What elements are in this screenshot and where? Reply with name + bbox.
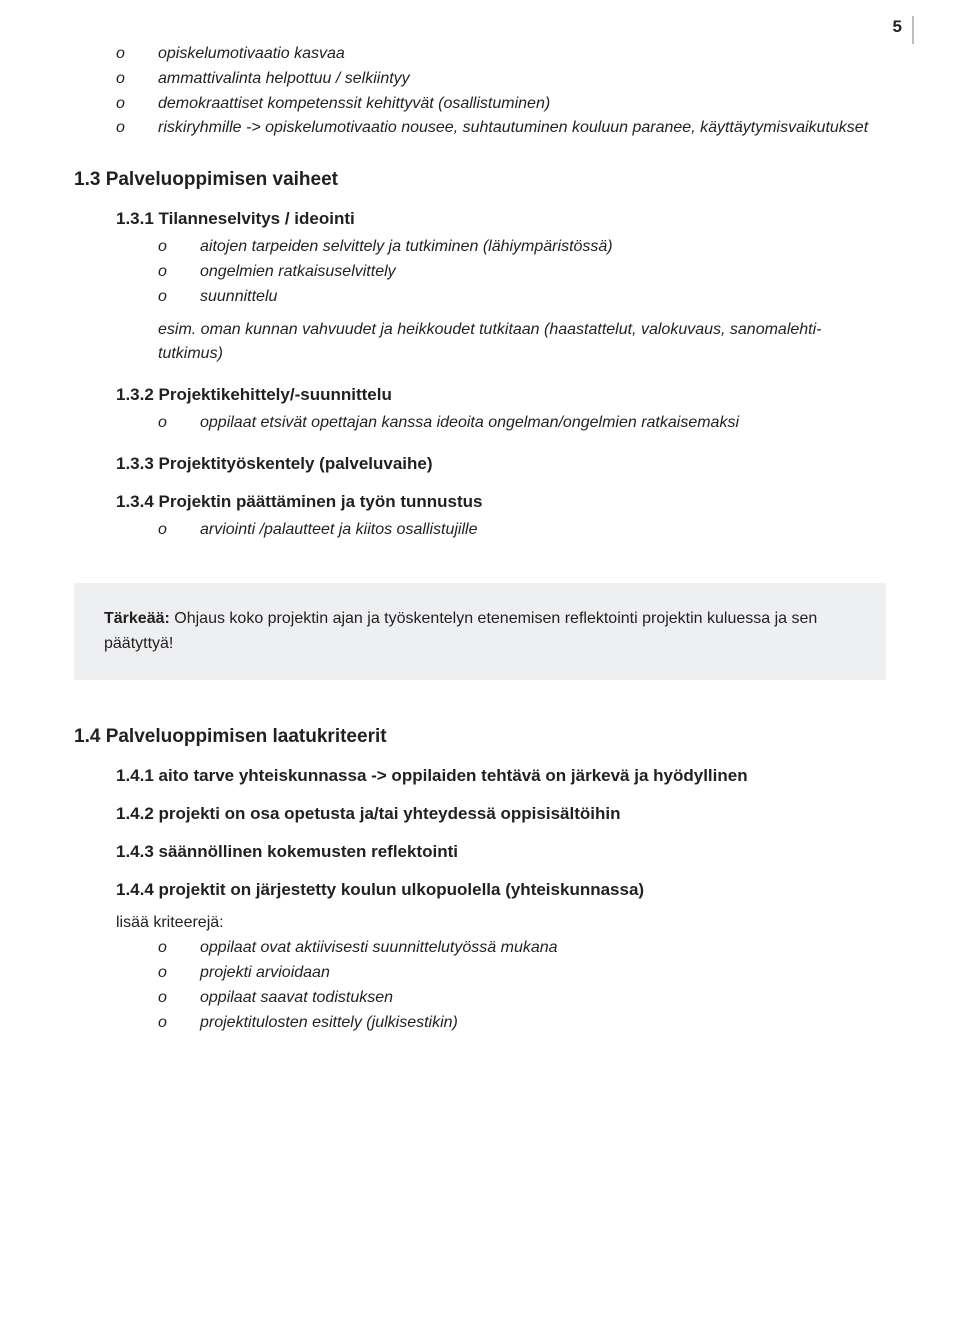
list-item: oppilaat etsivät opettajan kanssa ideoit… [158,411,886,436]
page-container: 5 opiskelumotivaatio kasvaa ammattivalin… [0,0,960,1084]
criteria-list: oppilaat ovat aktiivisesti suunnitteluty… [74,936,886,1035]
list-item: riskiryhmille -> opiskelumotivaatio nous… [116,116,886,141]
list-item: aitojen tarpeiden selvittely ja tutkimin… [158,235,886,260]
page-number: 5 [893,16,914,44]
list-item: opiskelumotivaatio kasvaa [116,42,886,67]
heading-1-4-1: 1.4.1 aito tarve yhteiskunnassa -> oppil… [74,766,886,786]
paragraph-1-3-1: esim. oman kunnan vahvuudet ja heikkoude… [74,318,886,368]
criteria-intro: lisää kriteerejä: [74,914,886,932]
list-item: ongelmien ratkaisuselvittely [158,260,886,285]
heading-1-3-1: 1.3.1 Tilanneselvitys / ideointi [74,209,886,229]
heading-1-3-3: 1.3.3 Projektityöskentely (palveluvaihe) [74,454,886,474]
callout-bold: Tärkeää: [104,610,170,627]
heading-1-4-3: 1.4.3 säännöllinen kokemusten reflektoin… [74,842,886,862]
heading-1-3-2: 1.3.2 Projektikehittely/-suunnittelu [74,385,886,405]
list-item: projekti arvioidaan [158,961,886,986]
list-1-3-2: oppilaat etsivät opettajan kanssa ideoit… [74,411,886,436]
callout-box: Tärkeää: Ohjaus koko projektin ajan ja t… [74,583,886,681]
heading-1-4: 1.4 Palveluoppimisen laatukriteerit [74,726,886,748]
heading-1-3-4: 1.3.4 Projektin päättäminen ja työn tunn… [74,492,886,512]
list-item: oppilaat saavat todistuksen [158,986,886,1011]
list-1-3-1: aitojen tarpeiden selvittely ja tutkimin… [74,235,886,309]
heading-1-4-4: 1.4.4 projektit on järjestetty koulun ul… [74,880,886,900]
list-item: projektitulosten esittely (julkisestikin… [158,1011,886,1036]
list-item: arviointi /palautteet ja kiitos osallist… [158,518,886,543]
list-item: oppilaat ovat aktiivisesti suunnitteluty… [158,936,886,961]
heading-1-3: 1.3 Palveluoppimisen vaiheet [74,169,886,191]
list-item: demokraattiset kompetenssit kehittyvät (… [116,92,886,117]
list-item: suunnittelu [158,285,886,310]
list-item: ammattivalinta helpottuu / selkiintyy [116,67,886,92]
callout-text: Ohjaus koko projektin ajan ja työskentel… [104,610,817,652]
top-bullet-list: opiskelumotivaatio kasvaa ammattivalinta… [74,42,886,141]
heading-1-4-2: 1.4.2 projekti on osa opetusta ja/tai yh… [74,804,886,824]
list-1-3-4: arviointi /palautteet ja kiitos osallist… [74,518,886,543]
